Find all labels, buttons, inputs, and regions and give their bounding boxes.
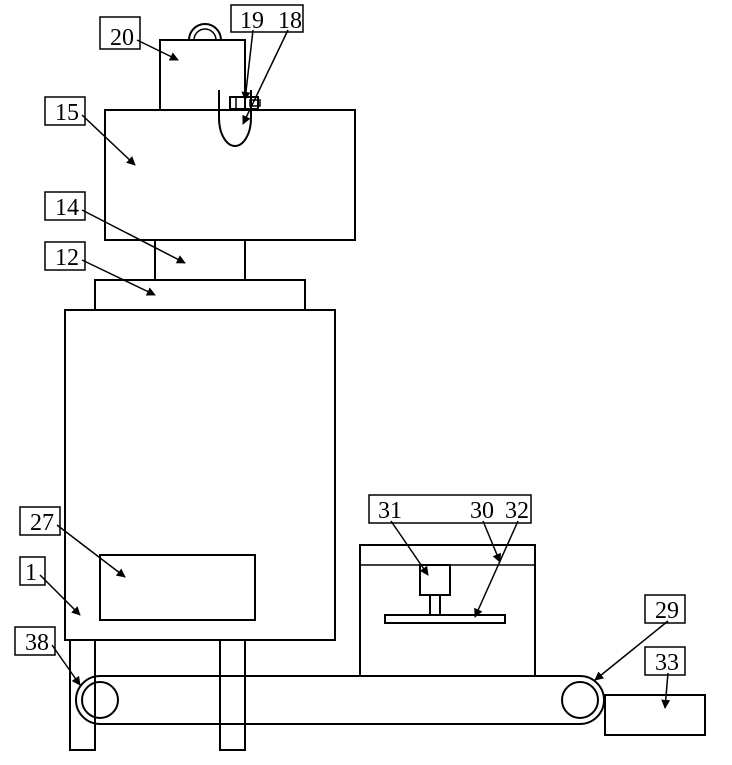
label-33: 33: [655, 650, 679, 676]
label-38: 38: [25, 630, 49, 656]
leader-32: [475, 521, 518, 617]
label-31: 31: [378, 498, 402, 524]
leader-15: [82, 115, 135, 165]
leader-12: [82, 260, 155, 295]
label-20: 20: [110, 25, 134, 51]
label-30: 30: [470, 498, 494, 524]
leader-14: [82, 210, 185, 263]
leader-1: [40, 575, 80, 615]
callout-boxes: [15, 5, 685, 675]
leader-30: [483, 521, 500, 562]
label-27: 27: [30, 510, 54, 536]
leader-19: [245, 30, 253, 100]
leader-20: [137, 40, 178, 60]
label-12: 12: [55, 245, 79, 271]
label-19: 19: [240, 8, 264, 34]
technical-diagram: 20 19 18 15 14 12 27 1 38 31 30 32 29 33: [0, 0, 732, 765]
leader-38: [52, 645, 80, 685]
label-14: 14: [55, 195, 79, 221]
leader-27: [57, 525, 125, 577]
label-18: 18: [278, 8, 302, 34]
label-29: 29: [655, 598, 679, 624]
leader-31: [391, 521, 428, 575]
diagram-geometry: [65, 24, 705, 750]
label-1: 1: [25, 560, 37, 586]
leader-33: [665, 673, 668, 708]
label-15: 15: [55, 100, 79, 126]
label-32: 32: [505, 498, 529, 524]
